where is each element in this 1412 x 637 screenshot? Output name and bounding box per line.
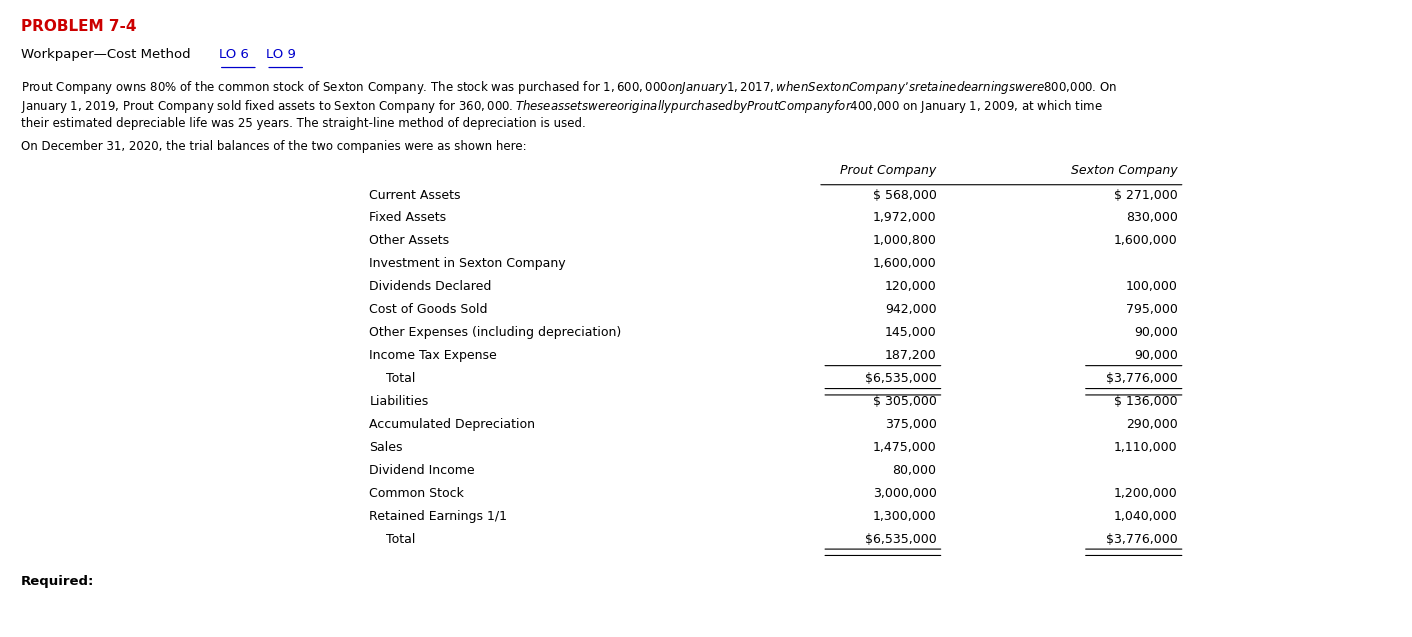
Text: Cost of Goods Sold: Cost of Goods Sold xyxy=(370,303,487,316)
Text: 1,000,800: 1,000,800 xyxy=(873,234,936,247)
Text: 1,600,000: 1,600,000 xyxy=(873,257,936,270)
Text: Prout Company: Prout Company xyxy=(840,164,936,177)
Text: Required:: Required: xyxy=(21,575,95,587)
Text: Other Assets: Other Assets xyxy=(370,234,449,247)
Text: 1,110,000: 1,110,000 xyxy=(1114,441,1178,454)
Text: January 1, 2019, Prout Company sold fixed assets to Sexton Company for $360,000.: January 1, 2019, Prout Company sold fixe… xyxy=(21,98,1103,115)
Text: Retained Earnings 1/1: Retained Earnings 1/1 xyxy=(370,510,507,522)
Text: 1,040,000: 1,040,000 xyxy=(1114,510,1178,522)
Text: 1,972,000: 1,972,000 xyxy=(873,211,936,224)
Text: 290,000: 290,000 xyxy=(1125,418,1178,431)
Text: Prout Company owns 80% of the common stock of Sexton Company. The stock was purc: Prout Company owns 80% of the common sto… xyxy=(21,79,1117,96)
Text: Workpaper—Cost Method: Workpaper—Cost Method xyxy=(21,48,195,61)
Text: 1,200,000: 1,200,000 xyxy=(1114,487,1178,499)
Text: $6,535,000: $6,535,000 xyxy=(864,372,936,385)
Text: 795,000: 795,000 xyxy=(1125,303,1178,316)
Text: Total: Total xyxy=(385,372,415,385)
Text: Dividend Income: Dividend Income xyxy=(370,464,474,476)
Text: 187,200: 187,200 xyxy=(885,349,936,362)
Text: $ 136,000: $ 136,000 xyxy=(1114,395,1178,408)
Text: On December 31, 2020, the trial balances of the two companies were as shown here: On December 31, 2020, the trial balances… xyxy=(21,140,527,153)
Text: Fixed Assets: Fixed Assets xyxy=(370,211,446,224)
Text: Dividends Declared: Dividends Declared xyxy=(370,280,491,293)
Text: 100,000: 100,000 xyxy=(1125,280,1178,293)
Text: 830,000: 830,000 xyxy=(1125,211,1178,224)
Text: $3,776,000: $3,776,000 xyxy=(1106,372,1178,385)
Text: Other Expenses (including depreciation): Other Expenses (including depreciation) xyxy=(370,326,621,339)
Text: $3,776,000: $3,776,000 xyxy=(1106,533,1178,545)
Text: 120,000: 120,000 xyxy=(885,280,936,293)
Text: $6,535,000: $6,535,000 xyxy=(864,533,936,545)
Text: PROBLEM 7-4: PROBLEM 7-4 xyxy=(21,19,137,34)
Text: $ 271,000: $ 271,000 xyxy=(1114,189,1178,201)
Text: Sales: Sales xyxy=(370,441,402,454)
Text: $ 568,000: $ 568,000 xyxy=(873,189,936,201)
Text: Accumulated Depreciation: Accumulated Depreciation xyxy=(370,418,535,431)
Text: Total: Total xyxy=(385,533,415,545)
Text: Sexton Company: Sexton Company xyxy=(1072,164,1178,177)
Text: Income Tax Expense: Income Tax Expense xyxy=(370,349,497,362)
Text: 90,000: 90,000 xyxy=(1134,349,1178,362)
Text: their estimated depreciable life was 25 years. The straight-line method of depre: their estimated depreciable life was 25 … xyxy=(21,117,586,130)
Text: Common Stock: Common Stock xyxy=(370,487,465,499)
Text: 1,300,000: 1,300,000 xyxy=(873,510,936,522)
Text: 1,600,000: 1,600,000 xyxy=(1114,234,1178,247)
Text: LO 6: LO 6 xyxy=(219,48,249,61)
Text: LO 9: LO 9 xyxy=(267,48,297,61)
Text: 90,000: 90,000 xyxy=(1134,326,1178,339)
Text: 80,000: 80,000 xyxy=(892,464,936,476)
Text: 375,000: 375,000 xyxy=(885,418,936,431)
Text: 145,000: 145,000 xyxy=(885,326,936,339)
Text: $ 305,000: $ 305,000 xyxy=(873,395,936,408)
Text: 942,000: 942,000 xyxy=(885,303,936,316)
Text: 1,475,000: 1,475,000 xyxy=(873,441,936,454)
Text: Current Assets: Current Assets xyxy=(370,189,460,201)
Text: Investment in Sexton Company: Investment in Sexton Company xyxy=(370,257,566,270)
Text: Liabilities: Liabilities xyxy=(370,395,429,408)
Text: 3,000,000: 3,000,000 xyxy=(873,487,936,499)
